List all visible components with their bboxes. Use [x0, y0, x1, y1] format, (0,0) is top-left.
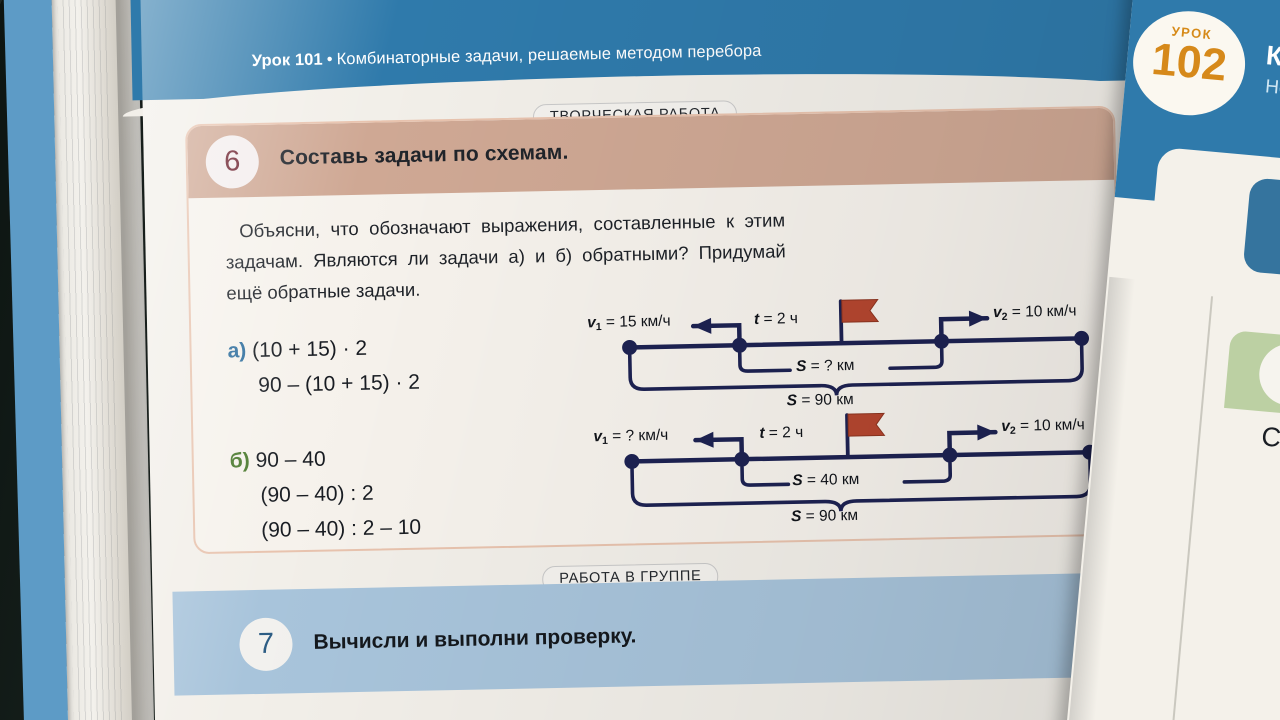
label-v2-a-value: = 10 км/ч [1011, 302, 1077, 321]
expression-a-line-2: 90 – (10 + 15) · 2 [228, 365, 420, 404]
right-page-green-card: 1 С [1138, 323, 1280, 510]
motion-diagram-a-svg [622, 298, 1090, 396]
exercise-6-paragraph-text: Объясни, что обозначают выражения, соста… [225, 209, 786, 304]
label-v2-b-sub: 2 [1009, 424, 1016, 437]
point-inner-left [732, 337, 748, 353]
label-t-b: t = 2 ч [759, 424, 803, 443]
arrow-left-icon [695, 431, 714, 448]
point-inner-left [734, 451, 750, 467]
label-v1-b-value: = ? км/ч [611, 426, 669, 445]
expression-group-a: а) (10 + 15) · 2 90 – (10 + 15) · 2 [227, 330, 420, 404]
expression-group-b: б) 90 – 40 (90 – 40) : 2 (90 – 40) : 2 –… [229, 440, 422, 549]
exercise-7-number: 7 [238, 617, 294, 672]
expression-b-line-2: (90 – 40) : 2 [230, 475, 421, 514]
right-page-blue-button[interactable]: Ты [1242, 177, 1280, 291]
label-v2-b: v2 = 10 км/ч [1001, 416, 1085, 437]
exercise-6-paragraph: Объясни, что обозначают выражения, соста… [225, 204, 787, 308]
label-total-b-var: S [790, 508, 802, 526]
point-inner-right [934, 333, 950, 349]
right-page-white-card: Ты [1145, 146, 1280, 322]
point-inner-right [942, 447, 958, 463]
label-inner-b: S = 40 км [792, 471, 859, 490]
label-v2-a-var: v [992, 303, 1002, 322]
lesson-label: Урок 101 [251, 50, 323, 70]
label-v1-a-value: = 15 км/ч [605, 312, 671, 331]
label-inner-b-value: = 40 км [806, 470, 860, 489]
exercise-6-card: 6 Составь задачи по схемам. Объясни, что… [185, 105, 1124, 555]
header-separator: • [326, 50, 333, 69]
label-v1-a-var: v [586, 314, 596, 332]
label-v1-b: v1 = ? км/ч [593, 427, 668, 447]
label-total-b-value: = 90 км [805, 506, 859, 525]
point-end [1074, 330, 1090, 346]
motion-diagram-b-svg [624, 412, 1098, 512]
expression-a-formula-2: 90 – (10 + 15) · 2 [258, 370, 421, 397]
label-total-b: S = 90 км [791, 507, 858, 526]
expression-b-line-1: б) 90 – 40 [229, 440, 420, 479]
arrow-right-icon [968, 310, 988, 327]
right-page-green-text: С [1260, 421, 1280, 454]
label-inner-b-var: S [792, 472, 803, 490]
point-start [622, 339, 638, 355]
arrow-left-icon [693, 317, 712, 334]
label-v2-b-var: v [1001, 417, 1011, 436]
expression-a-tag: а) [227, 339, 247, 363]
motion-diagram-a: v1 = 15 км/ч t = 2 ч v2 = 10 км/ч S = ? … [587, 290, 1121, 413]
label-v1-b-var: v [593, 428, 603, 446]
expression-b-formula-3: (90 – 40) : 2 – 10 [260, 515, 422, 542]
label-t-b-var: t [759, 424, 765, 442]
label-inner-a: S = ? км [796, 357, 855, 376]
exercise-7-card: 7 Вычисли и выполни проверку. [172, 571, 1165, 696]
label-v1-b-sub: 1 [601, 434, 609, 448]
motion-diagram-b: v1 = ? км/ч t = 2 ч v2 = 10 км/ч S = 40 … [591, 400, 1123, 529]
expression-b-tag: б) [229, 449, 250, 473]
label-v2-a-sub: 2 [1001, 310, 1008, 323]
label-v1-a: v1 = 15 км/ч [587, 313, 671, 334]
expression-a-formula-1: (10 + 15) · 2 [251, 336, 368, 363]
arrow-right-icon [977, 424, 996, 441]
label-v2-a: v2 = 10 км/ч [993, 302, 1077, 323]
expression-b-formula-1: 90 – 40 [255, 447, 326, 472]
exercise-7-title: Вычисли и выполни проверку. [313, 624, 637, 654]
label-inner-a-var: S [795, 357, 807, 376]
expression-b-formula-2: (90 – 40) : 2 [260, 481, 374, 507]
label-v1-a-sub: 1 [595, 321, 602, 334]
expression-b-line-3: (90 – 40) : 2 – 10 [231, 510, 422, 549]
red-flag-icon [847, 412, 886, 437]
label-t-b-value: = 2 ч [768, 424, 804, 442]
left-page: Урок 101 • Комбинаторные задачи, решаемые … [130, 0, 1168, 720]
label-inner-a-value: = ? км [810, 356, 855, 375]
label-t-a-var: t [753, 310, 760, 328]
label-t-a-value: = 2 ч [763, 310, 799, 328]
expression-a-line-1: а) (10 + 15) · 2 [227, 330, 419, 369]
label-t-a: t = 2 ч [754, 310, 798, 329]
red-flag-icon [841, 298, 880, 323]
point-start [624, 453, 640, 469]
right-page-lesson-number: 102 [1149, 32, 1229, 91]
label-v2-b-value: = 10 км/ч [1019, 416, 1085, 435]
